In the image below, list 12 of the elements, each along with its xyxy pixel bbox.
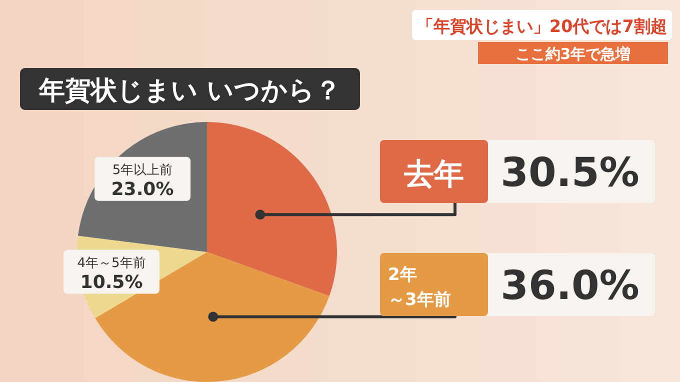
slice-label: 5年以上前 xyxy=(112,162,173,178)
slice-label: 2年～3年前 xyxy=(388,265,451,310)
slice-label: 4年～5年前 xyxy=(77,256,146,271)
chart-title: 年賀状じまい いつから？ xyxy=(38,76,342,106)
data-label: 30.5% xyxy=(500,150,640,196)
chart-subtitle: 「年賀状じまい」20代では7割超 xyxy=(417,17,674,37)
data-label: 10.5% xyxy=(80,272,143,293)
text: ここ約3年で急増 xyxy=(515,45,631,63)
data-label: 36.0% xyxy=(500,263,640,309)
data-label: 23.0% xyxy=(111,178,174,200)
pie-slice xyxy=(207,122,337,296)
slice-label: 去年 xyxy=(403,157,464,192)
